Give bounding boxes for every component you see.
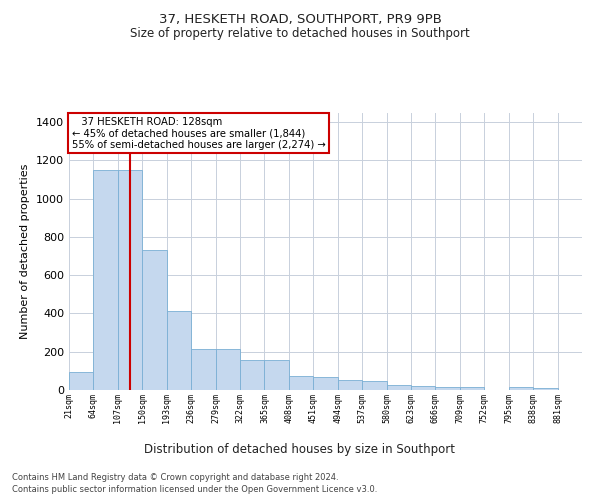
Bar (338, 380, 362, 390)
Text: Distribution of detached houses by size in Southport: Distribution of detached houses by size … (145, 442, 455, 456)
Text: 37, HESKETH ROAD, SOUTHPORT, PR9 9PB: 37, HESKETH ROAD, SOUTHPORT, PR9 9PB (158, 12, 442, 26)
Bar (289, 376, 313, 390)
Bar (460, 386, 484, 390)
Bar (240, 360, 265, 390)
Bar (69, 372, 94, 390)
Bar (362, 382, 386, 390)
Bar (436, 386, 460, 390)
Bar (411, 386, 436, 390)
Bar (533, 388, 557, 390)
Text: Contains HM Land Registry data © Crown copyright and database right 2024.: Contains HM Land Registry data © Crown c… (12, 472, 338, 482)
Bar (142, 250, 167, 390)
Bar (191, 349, 215, 390)
Bar (118, 170, 142, 390)
Y-axis label: Number of detached properties: Number of detached properties (20, 164, 31, 339)
Text: Size of property relative to detached houses in Southport: Size of property relative to detached ho… (130, 28, 470, 40)
Bar (167, 310, 191, 390)
Bar (509, 386, 533, 390)
Text: Contains public sector information licensed under the Open Government Licence v3: Contains public sector information licen… (12, 485, 377, 494)
Text: 37 HESKETH ROAD: 128sqm
← 45% of detached houses are smaller (1,844)
55% of semi: 37 HESKETH ROAD: 128sqm ← 45% of detache… (71, 116, 325, 150)
Bar (265, 360, 289, 390)
Bar (94, 170, 118, 390)
Bar (386, 384, 411, 390)
Bar (215, 349, 240, 390)
Bar (313, 376, 338, 390)
